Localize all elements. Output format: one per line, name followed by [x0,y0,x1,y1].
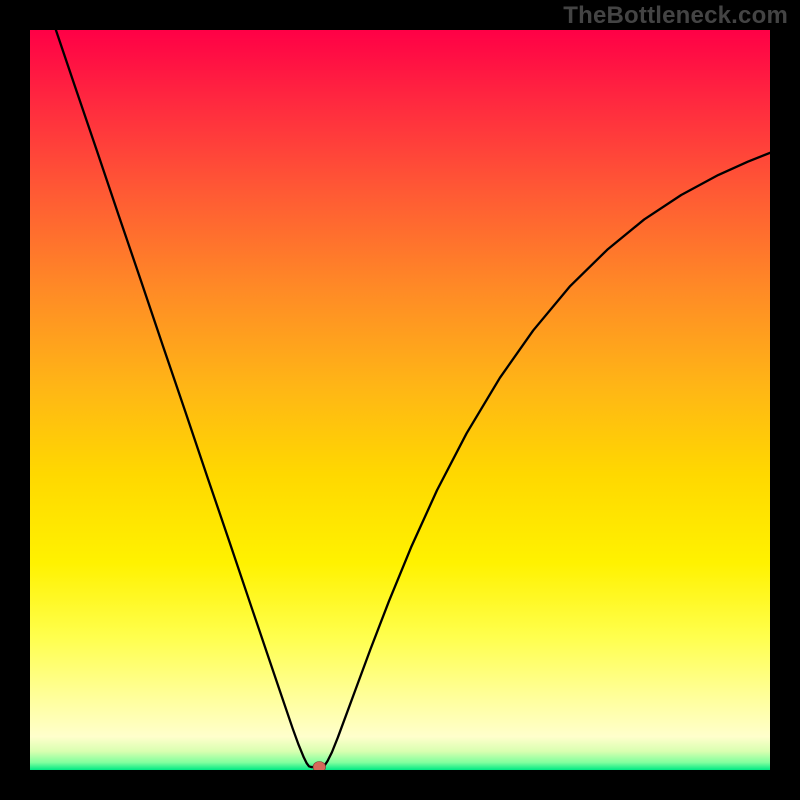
plot-area [30,30,770,770]
watermark-text: TheBottleneck.com [563,2,788,30]
gradient-background [30,30,770,770]
chart-frame: TheBottleneck.com [0,0,800,800]
minimum-marker [313,761,326,770]
